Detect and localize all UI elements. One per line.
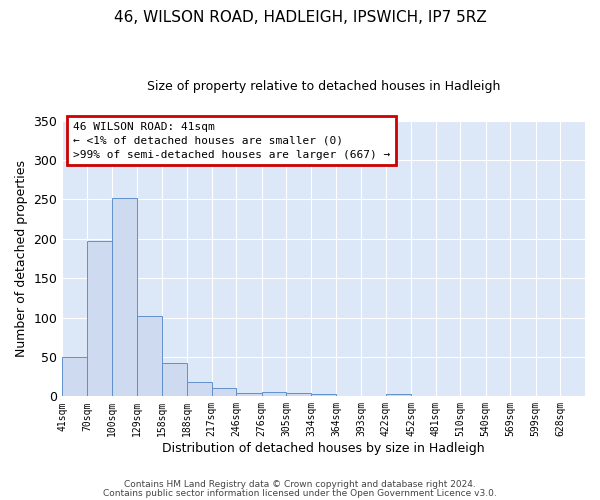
Bar bbox=[62, 357, 87, 397]
Text: Contains HM Land Registry data © Crown copyright and database right 2024.: Contains HM Land Registry data © Crown c… bbox=[124, 480, 476, 489]
Text: Contains public sector information licensed under the Open Government Licence v3: Contains public sector information licen… bbox=[103, 488, 497, 498]
X-axis label: Distribution of detached houses by size in Hadleigh: Distribution of detached houses by size … bbox=[163, 442, 485, 455]
Bar bbox=[236, 393, 262, 396]
Bar bbox=[262, 392, 286, 396]
Y-axis label: Number of detached properties: Number of detached properties bbox=[15, 160, 28, 357]
Bar bbox=[311, 394, 337, 396]
Bar bbox=[212, 388, 236, 396]
Bar bbox=[112, 198, 137, 396]
Title: Size of property relative to detached houses in Hadleigh: Size of property relative to detached ho… bbox=[147, 80, 500, 93]
Text: 46 WILSON ROAD: 41sqm
← <1% of detached houses are smaller (0)
>99% of semi-deta: 46 WILSON ROAD: 41sqm ← <1% of detached … bbox=[73, 122, 390, 160]
Bar bbox=[386, 394, 411, 396]
Bar bbox=[187, 382, 212, 396]
Text: 46, WILSON ROAD, HADLEIGH, IPSWICH, IP7 5RZ: 46, WILSON ROAD, HADLEIGH, IPSWICH, IP7 … bbox=[113, 10, 487, 25]
Bar bbox=[87, 241, 112, 396]
Bar bbox=[286, 393, 311, 396]
Bar bbox=[137, 316, 161, 396]
Bar bbox=[161, 363, 187, 396]
